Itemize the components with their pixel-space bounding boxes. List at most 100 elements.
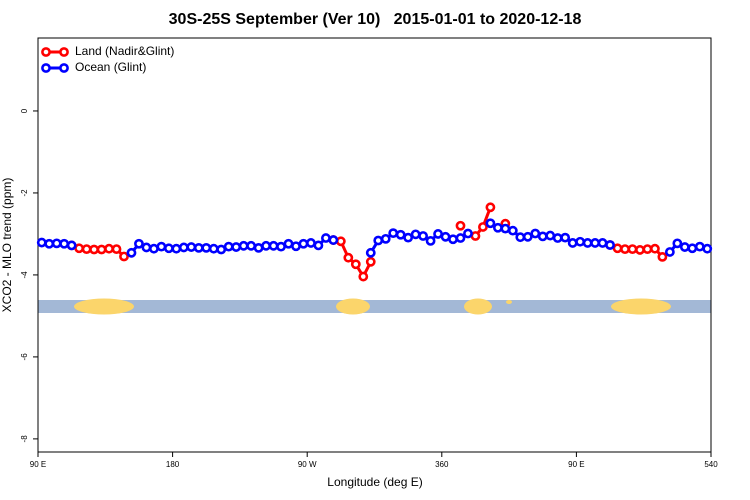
data-point (448, 234, 458, 245)
data-point (597, 238, 608, 248)
data-point (81, 244, 92, 254)
land-patch (506, 300, 512, 304)
data-point (664, 247, 675, 257)
data-point (582, 238, 593, 248)
x-tick-label: 360 (435, 460, 449, 469)
y-tick-label: -8 (20, 435, 29, 443)
series (36, 218, 713, 258)
data-point (507, 225, 518, 236)
land-patch (336, 298, 370, 315)
data-point (96, 244, 107, 255)
data-point (455, 233, 466, 243)
data-point (141, 242, 152, 253)
data-point (253, 242, 264, 253)
data-point (642, 244, 653, 254)
data-point (365, 256, 376, 267)
data-point (238, 240, 249, 251)
x-tick-label: 180 (166, 460, 180, 469)
y-tick-label: -4 (20, 271, 29, 279)
data-point (657, 251, 668, 262)
data-point (268, 240, 279, 251)
data-point (537, 231, 548, 242)
data-point (350, 259, 361, 270)
x-tick-label: 90 E (30, 460, 46, 469)
data-point (365, 247, 376, 258)
data-point (186, 242, 197, 252)
data-point (178, 242, 189, 253)
land-patch (611, 298, 671, 315)
data-point (515, 232, 526, 243)
data-point (246, 240, 257, 251)
data-point (418, 231, 429, 241)
data-point (470, 231, 481, 241)
data-point (410, 229, 421, 240)
data-point (567, 238, 578, 248)
data-point (231, 242, 242, 252)
data-point (51, 238, 62, 249)
data-point (59, 238, 70, 249)
data-point (320, 233, 331, 243)
y-tick-label: -2 (20, 189, 29, 197)
data-point (335, 236, 346, 247)
data-point (478, 222, 488, 232)
data-point (276, 241, 286, 252)
data-point (201, 242, 212, 253)
data-point (425, 236, 436, 246)
data-point (104, 243, 114, 254)
y-tick-label: -6 (20, 353, 29, 361)
data-point (485, 218, 496, 229)
data-point (635, 245, 645, 255)
legend-label: Land (Nadir&Glint) (75, 44, 174, 58)
data-point (388, 228, 399, 239)
data-point (283, 238, 294, 249)
data-point (627, 244, 638, 254)
data-point (261, 240, 271, 251)
legend-marker (59, 63, 69, 73)
data-point (373, 235, 384, 246)
y-tick-label: 0 (20, 108, 29, 113)
data-point (545, 230, 556, 241)
data-point (605, 240, 615, 250)
data-point (89, 244, 99, 255)
surface-strip (38, 298, 711, 315)
data-point (36, 237, 47, 248)
data-point (163, 243, 174, 254)
data-point (193, 242, 204, 253)
data-point (672, 238, 683, 249)
data-point (403, 232, 414, 243)
data-point (291, 241, 301, 252)
data-point (306, 238, 316, 248)
data-point (156, 241, 167, 252)
x-axis-label: Longitude (deg E) (327, 475, 422, 489)
data-point (111, 244, 122, 254)
data-point (455, 220, 466, 231)
data-point (298, 238, 309, 249)
data-point (380, 233, 391, 244)
legend-marker (41, 47, 51, 57)
data-point (74, 243, 85, 254)
data-point (492, 222, 503, 233)
data-point (522, 231, 533, 242)
data-point (358, 271, 369, 282)
data-point (126, 247, 137, 258)
data-point (149, 243, 159, 254)
data-point (552, 233, 563, 243)
data-point (485, 202, 496, 213)
ocean-strip (38, 300, 711, 313)
data-point (440, 231, 451, 242)
legend-marker (59, 47, 69, 57)
data-point (575, 236, 586, 247)
data-point (590, 238, 600, 248)
chart-title: 30S-25S September (Ver 10) 2015-01-01 to… (169, 11, 582, 28)
data-point (208, 243, 219, 254)
data-point (171, 243, 182, 254)
y-axis-label: XCO2 - MLO trend (ppm) (0, 178, 14, 313)
data-point (313, 240, 324, 251)
data-point (395, 229, 406, 240)
data-point (44, 238, 55, 249)
x-tick-label: 90 E (568, 460, 584, 469)
data-point (612, 243, 623, 254)
legend-label: Ocean (Glint) (75, 60, 146, 74)
data-point (702, 243, 713, 254)
x-tick-label: 540 (704, 460, 718, 469)
